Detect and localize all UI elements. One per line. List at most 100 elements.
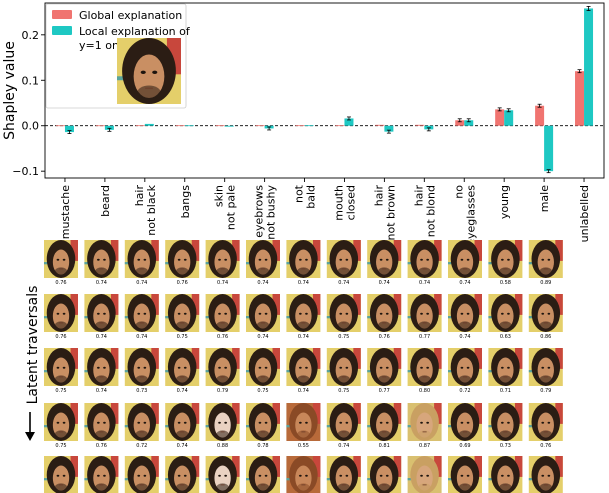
- face-beard: [378, 321, 391, 329]
- face-eye: [345, 366, 349, 369]
- global-bar: [495, 109, 505, 126]
- face-thumbnail: [205, 403, 240, 441]
- face-thumbnail: [448, 294, 482, 332]
- face-skin: [416, 357, 433, 383]
- x-tick-label: mouth: [332, 185, 345, 221]
- face-beard: [54, 321, 68, 329]
- global-bar: [455, 120, 465, 126]
- local-bar: [504, 110, 514, 126]
- face-skin: [52, 465, 70, 491]
- face-bg-stripe: [312, 456, 321, 477]
- x-tick-label: not blond: [424, 185, 437, 237]
- face-beard: [418, 483, 431, 491]
- face-skin: [174, 249, 191, 275]
- face-skin: [133, 412, 150, 438]
- traversal-score: 0.74: [298, 334, 309, 340]
- x-tick-label: eyeglasses: [464, 185, 477, 246]
- face-eye: [103, 474, 106, 477]
- face-skin: [335, 303, 352, 329]
- face-eye: [96, 421, 100, 424]
- face-eye: [62, 366, 66, 369]
- face-eye: [62, 312, 66, 315]
- face-thumbnail: [44, 348, 78, 386]
- x-tick-label: bangs: [179, 185, 192, 219]
- traversal-score: 0.72: [459, 388, 470, 394]
- face-eye: [258, 312, 262, 315]
- face-skin: [416, 249, 433, 275]
- face-skin: [456, 303, 474, 329]
- face-bg-stripe: [353, 403, 361, 424]
- traversal-score: 0.71: [500, 388, 511, 394]
- x-tick-label-group: beard: [99, 185, 112, 217]
- face-eye: [420, 366, 423, 369]
- face-skin: [537, 303, 554, 329]
- traversal-score: 0.74: [177, 388, 188, 394]
- face-eye: [420, 312, 423, 315]
- face-skin: [295, 249, 312, 275]
- traversal-score: 0.76: [217, 334, 228, 340]
- legend-label-local-cont: y=1 on:: [79, 39, 123, 52]
- face-eye: [500, 312, 504, 315]
- face-eye: [143, 258, 147, 261]
- traversal-score: 0.88: [217, 443, 228, 449]
- face-eye: [426, 312, 430, 315]
- y-tick-label: 0.2: [22, 29, 40, 42]
- face-thumbnail: [407, 403, 442, 441]
- face-eye: [385, 366, 389, 369]
- face-skin: [133, 54, 165, 99]
- face-eye: [140, 70, 146, 74]
- face-eye: [305, 312, 308, 315]
- face-bg-stripe: [514, 456, 523, 477]
- face-bg-stripe: [393, 240, 402, 261]
- face-thumbnail: [84, 403, 119, 441]
- face-eye: [103, 421, 106, 424]
- legend-swatch-global: [52, 10, 72, 19]
- x-tick-label-group: young: [498, 185, 511, 219]
- face-eye: [143, 312, 147, 315]
- face-eye: [385, 421, 389, 424]
- face-eye: [258, 258, 262, 261]
- x-tick-label: not brown: [384, 185, 397, 241]
- traversal-score: 0.74: [217, 280, 228, 286]
- face-bg-stripe: [434, 240, 442, 261]
- face-beard: [216, 483, 229, 491]
- face-beard: [176, 375, 189, 383]
- traversal-score: 0.74: [136, 334, 147, 340]
- face-thumbnail: [528, 403, 563, 441]
- face-bg-stripe: [70, 403, 78, 424]
- face-skin: [335, 357, 352, 383]
- traversal-score: 0.79: [540, 388, 551, 394]
- face-thumbnail: [44, 240, 78, 278]
- face-thumbnail: [488, 294, 523, 332]
- global-bar: [415, 124, 425, 126]
- local-bar: [344, 118, 354, 126]
- face-thumbnail: [84, 294, 119, 332]
- face-beard: [135, 321, 148, 329]
- face-skin: [295, 412, 312, 438]
- face-beard: [256, 267, 270, 275]
- face-skin: [376, 357, 393, 383]
- traversal-score: 0.76: [55, 280, 66, 286]
- face-bg-stripe: [272, 456, 280, 477]
- face-eye: [218, 474, 221, 477]
- face-eye: [339, 474, 343, 477]
- face-thumbnail: [165, 456, 200, 493]
- face-eye: [177, 366, 181, 369]
- local-bar: [104, 125, 114, 130]
- face-eye: [298, 312, 302, 315]
- face-bg-stripe: [353, 240, 361, 261]
- traversal-score: 0.76: [379, 334, 390, 340]
- face-bg-stripe: [151, 403, 159, 424]
- face-eye: [183, 366, 187, 369]
- face-beard: [539, 375, 552, 383]
- local-bar: [544, 125, 554, 172]
- global-bar: [175, 125, 185, 127]
- x-tick-label: hair: [412, 185, 425, 207]
- face-eye: [500, 474, 504, 477]
- face-thumbnail: [488, 403, 523, 441]
- face-skin: [376, 303, 393, 329]
- face-eye: [460, 474, 464, 477]
- face-eye: [183, 474, 187, 477]
- face-eye: [62, 258, 66, 261]
